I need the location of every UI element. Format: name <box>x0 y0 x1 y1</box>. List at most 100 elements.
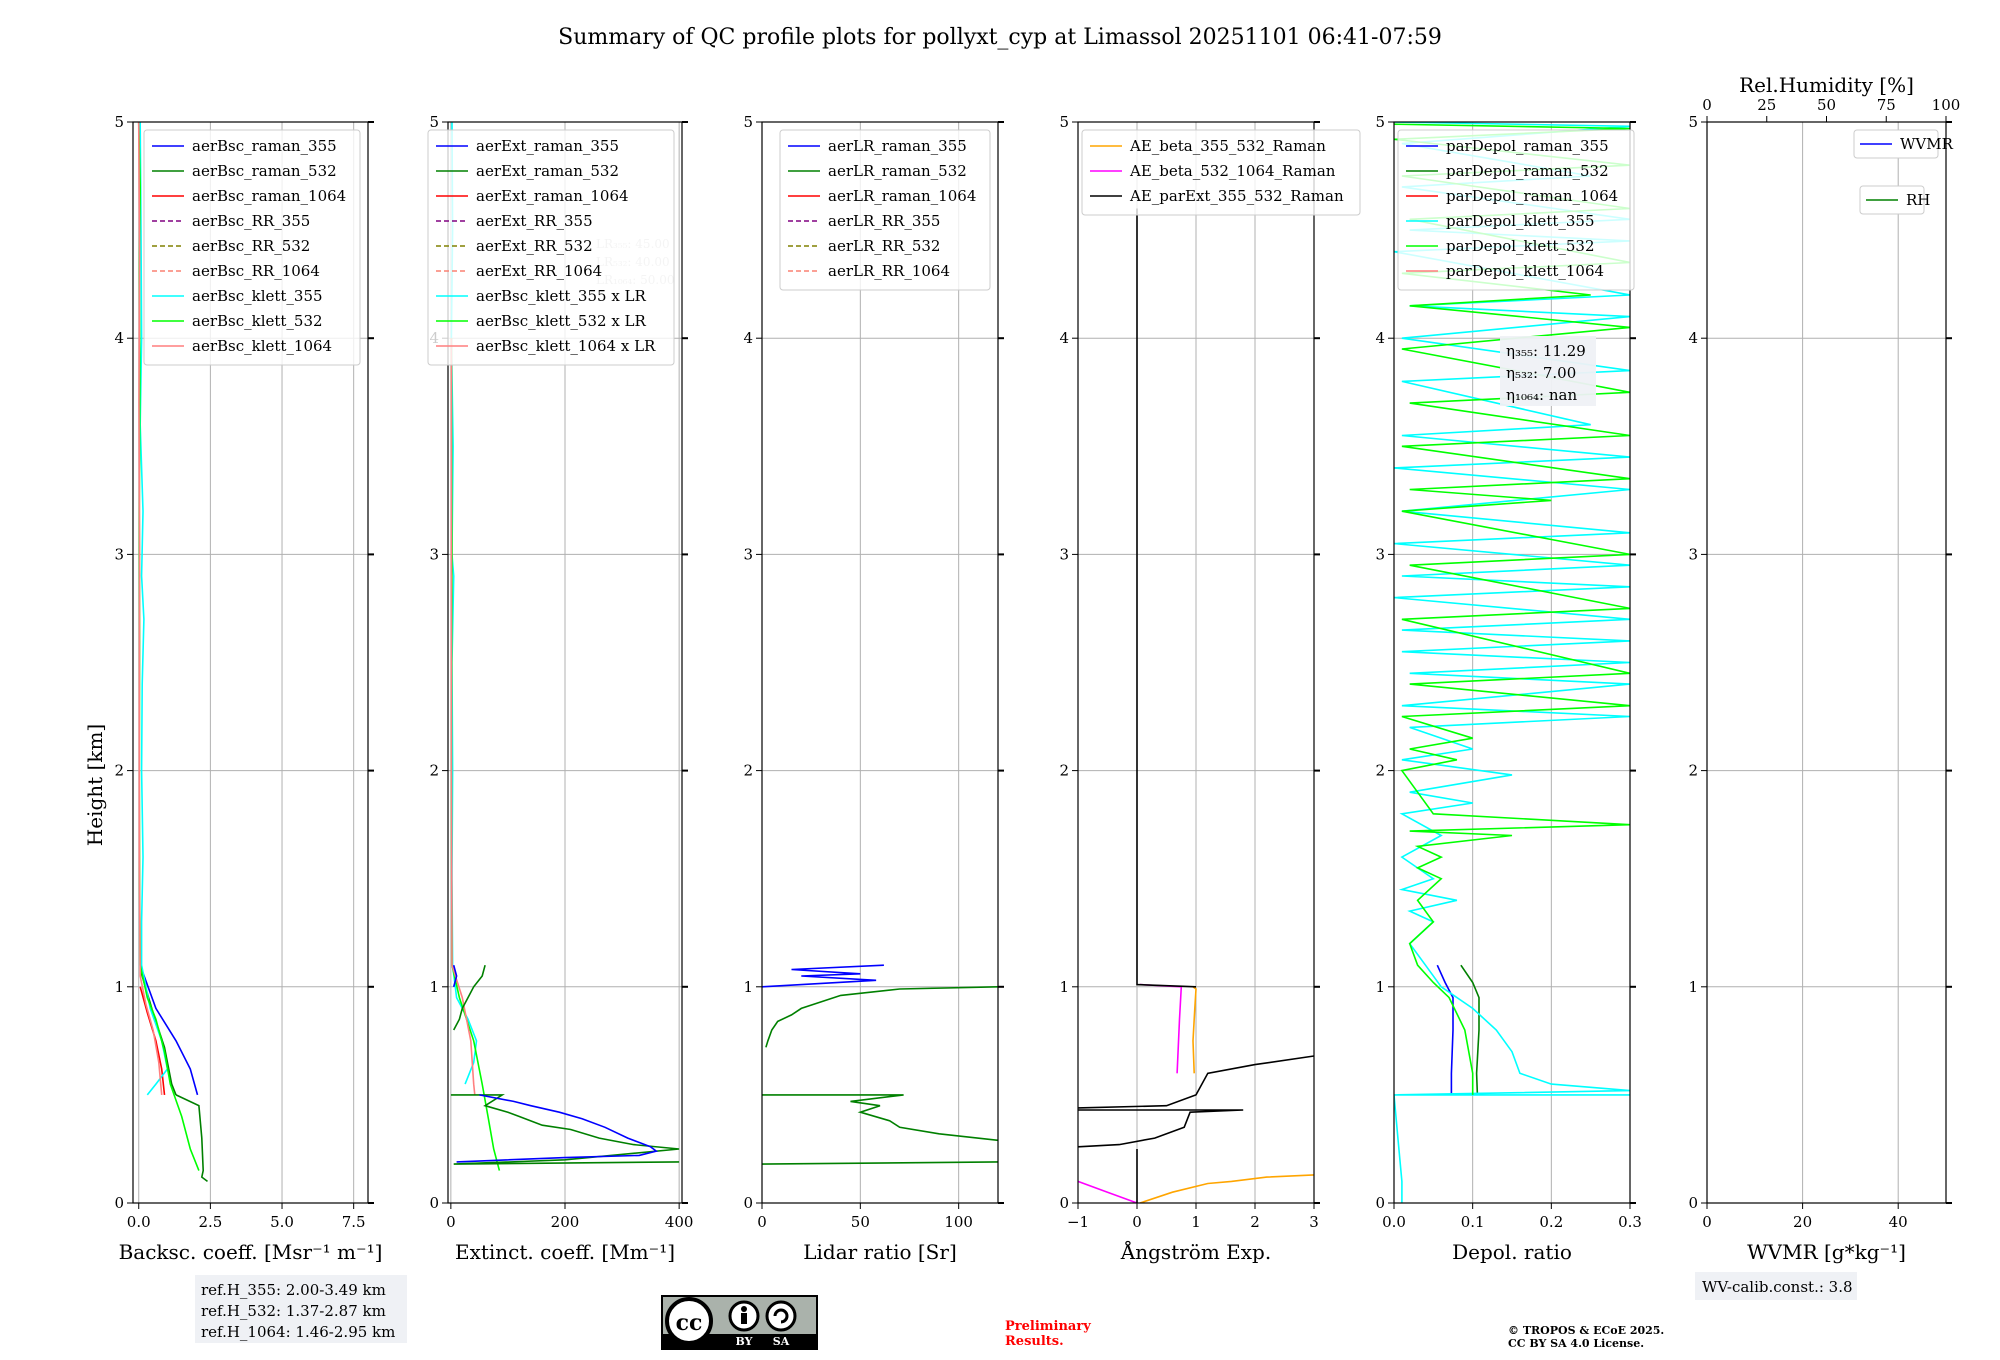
y-tick-label: 2 <box>114 762 124 780</box>
y-tick-label: 1 <box>1059 978 1069 996</box>
axes-frame <box>132 121 369 1204</box>
y-tick-label: 5 <box>1688 113 1698 131</box>
reference-height-box-bg <box>195 1275 407 1343</box>
eta-label: η₃₅₅: 11.29 <box>1506 342 1586 360</box>
y-tick-label: 1 <box>429 978 439 996</box>
legend: aerExt_raman_355 aerExt_raman_532 aerExt_r… <box>427 129 675 366</box>
x-tick-label: 0 <box>757 1213 767 1231</box>
x2-tick-label: 25 <box>1757 96 1776 114</box>
legend-label: parDepol_klett_1064 <box>1446 262 1604 280</box>
y-tick-label: 0 <box>1375 1194 1385 1212</box>
copyright-note: © TROPOS & ECoE 2025. CC BY SA 4.0 Licen… <box>1508 1324 1664 1350</box>
eta-label: η₅₃₂: 7.00 <box>1506 364 1576 382</box>
y-tick-label: 5 <box>1059 113 1069 131</box>
cc-sa-label: SA <box>773 1335 790 1348</box>
y-tick-label: 4 <box>114 329 124 347</box>
series-group <box>762 964 998 1165</box>
legend-label: aerBsc_raman_355 <box>192 137 337 155</box>
x-axis-label: Depol. ratio <box>1452 1240 1572 1264</box>
series-line-aerlr-raman-532-lower <box>762 1094 998 1142</box>
series-group <box>137 122 208 1183</box>
legend-label: aerLR_RR_532 <box>828 237 940 255</box>
x-tick-label: 0.0 <box>127 1213 151 1231</box>
cc-by-label: BY <box>736 1335 753 1348</box>
legend-label: aerBsc_raman_1064 <box>192 187 346 205</box>
legend: aerBsc_raman_355 aerBsc_raman_532 aerBsc_r… <box>143 129 361 366</box>
series-line-aerext-raman-532-upper <box>452 964 486 1031</box>
series-line-aerlr-raman-532-bottom <box>762 1161 998 1165</box>
series-line-aerlr-raman-532-upper <box>765 986 998 1048</box>
x-axis-label: Lidar ratio [Sr] <box>803 1240 957 1264</box>
ref-height-1064: ref.H_1064: 1.46-2.95 km <box>201 1323 395 1341</box>
legend-label: aerExt_raman_1064 <box>476 187 629 205</box>
y-tick-label: 2 <box>1059 762 1069 780</box>
legend-label: aerBsc_RR_355 <box>192 212 310 230</box>
series-line-aerbsc-raman-355 <box>139 964 199 1096</box>
series-group <box>450 122 680 1171</box>
ref-height-532: ref.H_532: 1.37-2.87 km <box>201 1302 386 1320</box>
legend-frame <box>779 129 991 291</box>
legend-label: parDepol_klett_355 <box>1446 212 1595 230</box>
y-tick-label: 0 <box>114 1194 124 1212</box>
profile-panel-1: 0.0 2.5 5.0 7.5 Backsc. coeff. [Msr⁻¹ m⁻¹] 0 1… <box>114 113 382 1264</box>
legend-frame <box>143 129 361 366</box>
legend-frame <box>1853 129 1939 159</box>
x2-tick-label: 0 <box>1702 96 1712 114</box>
x-tick-label: 7.5 <box>342 1213 366 1231</box>
y-tick-label: 3 <box>114 545 124 563</box>
x-tick-label: −1 <box>1067 1213 1089 1231</box>
legend-label: aerBsc_klett_1064 x LR <box>476 337 656 355</box>
legend-label: aerBsc_klett_532 x LR <box>476 312 647 330</box>
y-tick-label: 3 <box>1375 545 1385 563</box>
series-line-ae-parext-355-532-raman-mid2 <box>1078 1109 1244 1148</box>
preliminary-note: Preliminary Results. <box>1005 1319 1091 1349</box>
series-line-ae-beta-532-1064-raman-low <box>1078 1180 1138 1203</box>
series-line-aerext-raman-355 <box>456 1094 659 1163</box>
y-tick-label: 5 <box>114 113 124 131</box>
x-tick-label: 20 <box>1793 1213 1812 1231</box>
legend-frame <box>1081 129 1361 216</box>
y-tick-label: 4 <box>1688 329 1698 347</box>
y-tick-label: 5 <box>429 113 439 131</box>
y-tick-label: 4 <box>1375 329 1385 347</box>
y-tick-label: 0 <box>1688 1194 1698 1212</box>
share-alike-icon <box>765 1300 797 1332</box>
x-tick-label: 40 <box>1889 1213 1908 1231</box>
y-tick-label: 5 <box>743 113 753 131</box>
x2-axis-label: Rel.Humidity [%] <box>1739 73 1914 97</box>
y-tick-label: 3 <box>1059 545 1069 563</box>
y-tick-label: 0 <box>743 1194 753 1212</box>
series-line-aerbsc-klett-1064 <box>137 122 163 1095</box>
y-tick-label: 1 <box>743 978 753 996</box>
series-line-aerbsc-klett-1064 x lr <box>450 338 476 1095</box>
series-line-aerext-raman-355-upper <box>452 964 458 988</box>
x-tick-label: 0.3 <box>1618 1213 1642 1231</box>
x-tick-label: 1 <box>1191 1213 1201 1231</box>
legend-label: aerExt_raman_532 <box>476 162 619 180</box>
x-tick-label: 2 <box>1250 1213 1260 1231</box>
cc-logo-letters: cc <box>676 1310 703 1336</box>
legend-label: aerExt_RR_355 <box>476 212 593 230</box>
series-line-aerbsc-klett-532 x lr <box>450 338 501 1171</box>
series-line-ae-beta-355-532-raman-low <box>1139 1174 1314 1203</box>
series-line-ae-parext-355-532-raman-mid <box>1078 1055 1314 1109</box>
series-group <box>1078 208 1314 1203</box>
legend: WVMR RH <box>1853 129 1954 215</box>
y-tick-label: 2 <box>1688 762 1698 780</box>
legend-label: aerLR_raman_355 <box>828 137 967 155</box>
x-tick-label: 0.1 <box>1461 1213 1485 1231</box>
x2-tick-label: 50 <box>1817 96 1836 114</box>
y-tick-label: 2 <box>1375 762 1385 780</box>
y-tick-label: 4 <box>743 329 753 347</box>
x-tick-label: 5.0 <box>270 1213 294 1231</box>
reference-height-box: ref.H_355: 2.00-3.49 km ref.H_532: 1.37-… <box>195 1275 407 1343</box>
preliminary-line-2: Results. <box>1005 1334 1064 1349</box>
legend-label: aerLR_raman_1064 <box>828 187 976 205</box>
legend-frame <box>1397 129 1635 291</box>
ref-height-355: ref.H_355: 2.00-3.49 km <box>201 1281 386 1299</box>
x-tick-label: 0.0 <box>1382 1213 1406 1231</box>
legend-label: aerExt_RR_1064 <box>476 262 602 280</box>
series-line-pardepol-raman-532 <box>1460 964 1480 1095</box>
